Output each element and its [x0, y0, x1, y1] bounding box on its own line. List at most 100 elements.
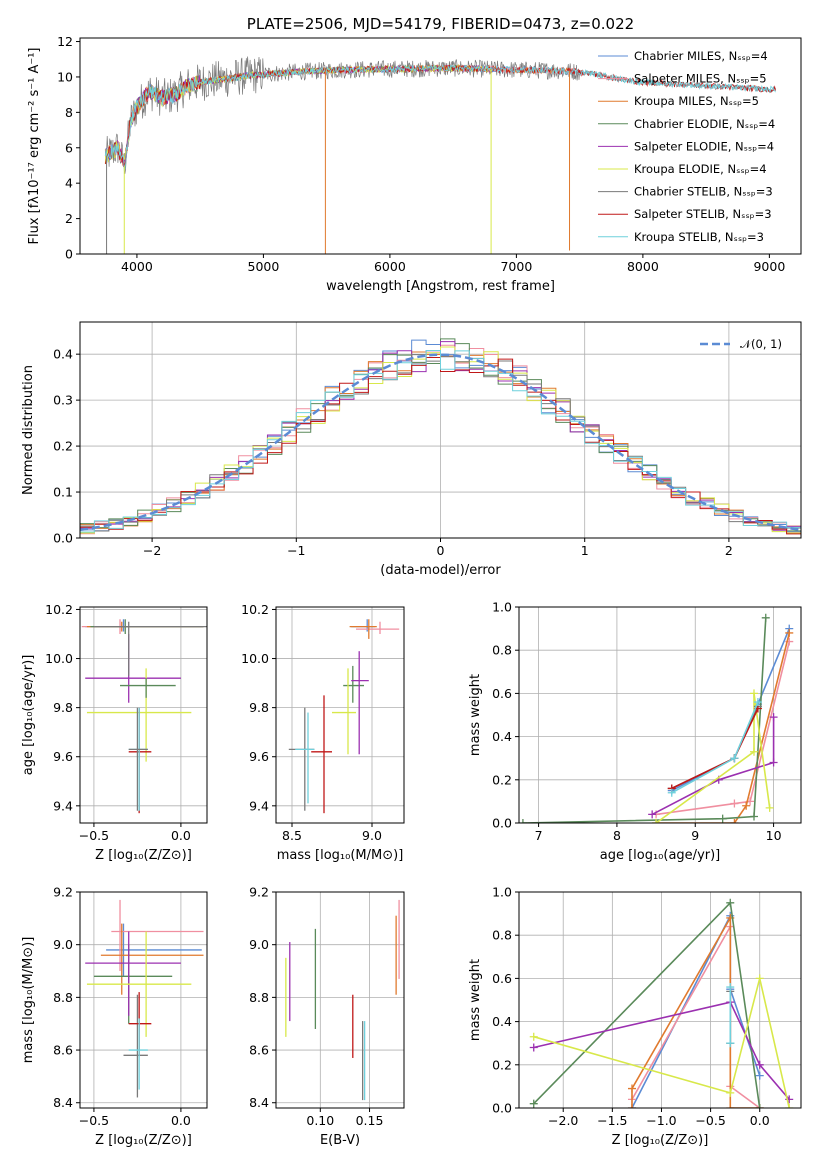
- plot-area: [519, 613, 794, 823]
- weight-line-kroupa-elodie: [533, 978, 790, 1108]
- errorbar-point: [343, 665, 364, 703]
- legend-entry: Kroupa MILES, Nₛₛₚ=5: [634, 94, 759, 108]
- x-axis-label: mass [log₁₀(M/M⊙)]: [277, 848, 404, 863]
- y-tick-label: 4: [65, 176, 73, 191]
- y-tick-label: 9.6: [53, 749, 73, 764]
- y-tick-label: 8.8: [53, 990, 73, 1005]
- y-tick-label: 0.1: [53, 485, 73, 500]
- y-tick-label: 0.6: [492, 686, 512, 701]
- weight-line-chabrier-miles: [671, 628, 791, 792]
- legend-entry: Salpeter STELIB, Nₛₛₚ=3: [634, 207, 772, 221]
- x-tick-label: −1: [287, 543, 305, 558]
- data-point-marker: [769, 713, 778, 722]
- weight-line-salpeter-stelib: [671, 708, 759, 790]
- x-tick-label: 8.5: [282, 828, 302, 843]
- chart-title: PLATE=2506, MJD=54179, FIBERID=0473, z=0…: [247, 15, 634, 33]
- y-tick-label: 0.8: [492, 643, 512, 658]
- y-axis-label: mass weight: [468, 959, 483, 1041]
- x-tick-label: 0: [437, 543, 445, 558]
- y-tick-label: 0.6: [492, 971, 512, 986]
- x-tick-label: 0.10: [306, 1113, 334, 1128]
- axes-frame: [79, 37, 802, 255]
- y-axis-label: Normed distribution: [21, 365, 36, 495]
- axes-frame: [79, 321, 802, 539]
- data-point-marker: [785, 628, 794, 637]
- chart-panel-weight-vs-Z: −2.0 −1.5 −1.0 −0.5 0.0 0.0 0.2 0.4 0.6 0.8 1.0 Z […: [468, 885, 802, 1148]
- x-tick-label: 0.0: [171, 1113, 191, 1128]
- axes-frame: [518, 606, 802, 824]
- y-tick-label: 9.0: [53, 937, 73, 952]
- errorbar-point: [128, 707, 152, 814]
- histogram-kroupa-stelib: [80, 349, 801, 533]
- axes-frame: [518, 891, 802, 1109]
- x-tick-label: 9: [691, 828, 699, 843]
- x-tick-label: 8: [613, 828, 621, 843]
- y-tick-label: 0.8: [492, 928, 512, 943]
- spectrum-line-salpeter-miles: [104, 63, 570, 166]
- y-tick-label: 1.0: [492, 885, 512, 900]
- y-tick-label: 1.0: [492, 600, 512, 615]
- data-point-marker: [519, 819, 527, 823]
- errorbar-point: [128, 992, 152, 1056]
- data-point-marker: [652, 819, 661, 823]
- legend-entry: Kroupa STELIB, Nₛₛₚ=3: [634, 230, 764, 244]
- errorbar-point: [128, 707, 148, 811]
- errorbar-point: [93, 621, 207, 676]
- y-tick-label: 10.0: [241, 651, 269, 666]
- y-axis-label: age [log₁₀(age/yr)]: [21, 655, 36, 776]
- errorbar-point: [100, 923, 204, 995]
- y-axis-label: Flux [fλ10⁻¹⁷ erg cm⁻² s⁻¹ A⁻¹]: [27, 48, 42, 245]
- y-tick-label: 8.6: [53, 1043, 73, 1058]
- x-tick-label: 9.0: [362, 828, 382, 843]
- x-tick-label: 9000: [753, 259, 785, 274]
- errorbar-point: [128, 1018, 148, 1090]
- plot-area: [529, 898, 794, 1108]
- y-tick-label: 0.2: [492, 1057, 512, 1072]
- y-tick-label: 9.2: [249, 885, 269, 900]
- chart-panel-age-vs-Z: −0.5 0.0 9.4 9.6 9.8 10.0 10.2 Z [log₁₀(Z/Z⊙)] a…: [21, 602, 208, 863]
- plot-area: [104, 56, 777, 254]
- y-tick-label: 6: [65, 140, 73, 155]
- errorbar-point: [356, 621, 400, 634]
- spectrum-line-chabrier-miles: [104, 64, 570, 164]
- x-tick-label: −0.5: [695, 1113, 725, 1128]
- plot-area: [80, 338, 801, 535]
- x-tick-label: 5000: [248, 259, 280, 274]
- data-point-marker: [761, 613, 770, 622]
- chart-panel-weight-vs-age: 7 8 9 10 0.0 0.2 0.4 0.6 0.8 1.0 age [log₁₀(age/yr…: [468, 600, 802, 863]
- legend-entry: Kroupa ELODIE, Nₛₛₚ=4: [634, 162, 767, 176]
- y-tick-label: 8.4: [249, 1095, 269, 1110]
- errorbar-point: [351, 651, 369, 755]
- x-axis-label: Z [log₁₀(Z/Z⊙)]: [95, 848, 192, 863]
- weight-line-chabrier-miles: [631, 915, 761, 1108]
- y-tick-label: 8: [65, 105, 73, 120]
- data-point-marker: [750, 812, 758, 821]
- x-tick-label: −2: [143, 543, 161, 558]
- data-point-marker: [730, 799, 739, 808]
- histogram-kroupa-elodie: [80, 346, 801, 534]
- spectrum-line-kroupa-elodie: [104, 64, 492, 164]
- data-point-marker: [529, 1043, 538, 1052]
- weight-line-kroupa-miles: [631, 914, 760, 1108]
- plot-area: [85, 899, 204, 1098]
- y-tick-label: 9.2: [53, 885, 73, 900]
- x-axis-label: Z [log₁₀(Z/Z⊙)]: [95, 1133, 192, 1148]
- y-tick-label: 0.4: [492, 1014, 512, 1029]
- y-axis-label: mass weight: [468, 674, 483, 756]
- y-tick-label: 9.8: [249, 700, 269, 715]
- errorbar-point: [86, 931, 192, 1037]
- plot-area: [81, 619, 207, 814]
- plot-area: [288, 619, 400, 814]
- x-axis-label: wavelength [Angstrom, rest frame]: [326, 279, 555, 294]
- legend-entry: Salpeter ELODIE, Nₛₛₚ=4: [634, 139, 774, 153]
- errorbar-point: [123, 994, 148, 1098]
- y-tick-label: 10.2: [241, 602, 269, 617]
- data-point-marker: [730, 754, 739, 763]
- x-tick-label: −2.0: [548, 1113, 578, 1128]
- data-point-marker: [667, 788, 676, 797]
- x-tick-label: 6000: [374, 259, 406, 274]
- y-tick-label: 0.3: [53, 393, 73, 408]
- spectrum-line-kroupa-miles: [104, 64, 570, 168]
- x-tick-label: −1.5: [597, 1113, 627, 1128]
